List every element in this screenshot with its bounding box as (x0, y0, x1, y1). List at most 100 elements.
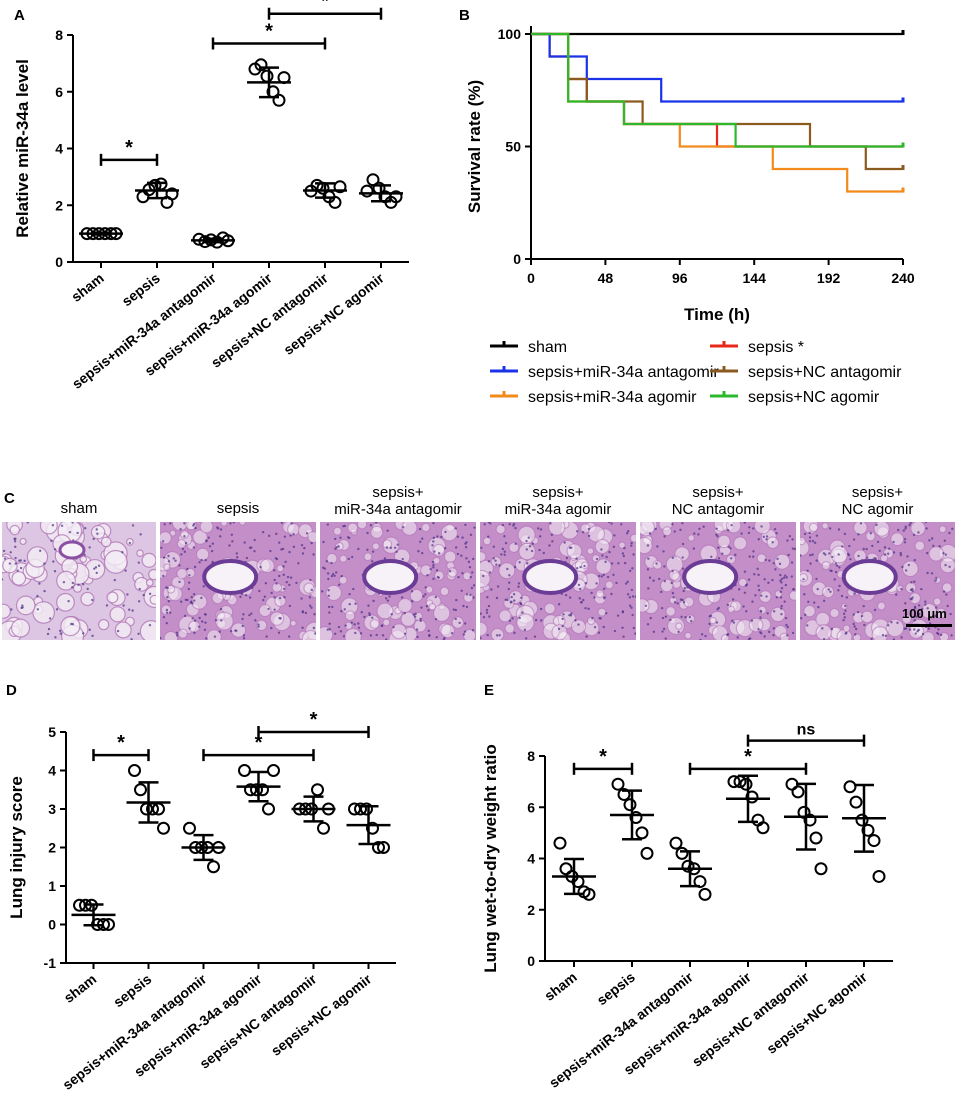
nucleus (262, 598, 265, 602)
nucleus (326, 572, 330, 575)
nucleus (193, 619, 197, 622)
nucleus (498, 634, 501, 637)
nucleus (375, 633, 378, 637)
panel-e-label: E (484, 682, 494, 699)
nucleus (908, 523, 911, 527)
data-point (785, 777, 799, 791)
nucleus (14, 545, 17, 549)
nucleus (604, 560, 607, 564)
nucleus (682, 601, 686, 604)
nucleus (278, 596, 282, 600)
nucleus (289, 576, 293, 579)
nucleus (434, 595, 437, 599)
nucleus (827, 588, 830, 591)
data-point (791, 785, 805, 799)
alveolus (518, 542, 537, 561)
y-tick-label: 0 (55, 254, 63, 270)
nucleus (245, 556, 249, 560)
nucleus (470, 571, 474, 574)
nucleus (844, 604, 847, 608)
data-point (809, 831, 823, 845)
nucleus (628, 604, 632, 607)
nucleus (715, 527, 718, 530)
nucleus (815, 559, 818, 562)
nucleus (838, 584, 841, 588)
nucleus (97, 564, 101, 567)
alveolus (871, 626, 889, 640)
nucleus (591, 616, 594, 620)
nucleus (917, 531, 920, 534)
histology-title-line: sepsis (216, 500, 260, 517)
nucleus (16, 569, 19, 572)
nucleus (454, 546, 458, 549)
nucleus (748, 526, 751, 529)
nucleus (165, 608, 169, 612)
nucleus (503, 550, 506, 553)
nucleus (897, 528, 900, 532)
nucleus (892, 551, 896, 554)
nucleus (366, 531, 369, 535)
alveolus (26, 546, 49, 568)
data-point (377, 841, 390, 854)
nucleus (257, 623, 260, 626)
nucleus (904, 525, 907, 528)
nucleus (843, 532, 847, 536)
data-point (739, 777, 753, 791)
nucleus (187, 587, 190, 591)
nucleus (421, 551, 424, 555)
nucleus (211, 542, 215, 545)
alveolus (890, 532, 905, 547)
tissue-texture (320, 522, 476, 640)
nucleus (926, 607, 929, 610)
nucleus (621, 626, 624, 629)
nucleus (869, 532, 873, 535)
nucleus (512, 522, 516, 526)
nucleus (841, 545, 844, 548)
nucleus (508, 581, 511, 584)
nucleus (786, 625, 789, 629)
nucleus (204, 613, 207, 616)
nucleus (128, 608, 131, 611)
alveolus (259, 558, 275, 574)
nucleus (26, 522, 29, 524)
nucleus (627, 530, 630, 533)
nucleus (930, 537, 934, 540)
alveolus (10, 618, 31, 638)
nucleus (942, 552, 945, 555)
nucleus (239, 595, 242, 599)
data-point (640, 846, 654, 860)
nucleus (337, 625, 341, 629)
nucleus (904, 569, 908, 572)
nucleus (576, 566, 579, 570)
nucleus (597, 631, 601, 634)
nucleus (878, 549, 881, 553)
nucleus (68, 530, 72, 534)
alveolus (939, 557, 955, 574)
nucleus (603, 587, 606, 591)
nucleus (822, 599, 826, 603)
nucleus (334, 537, 337, 541)
nucleus (909, 597, 913, 601)
nucleus (760, 594, 763, 597)
nucleus (934, 579, 937, 582)
nucleus (848, 544, 851, 548)
nucleus (301, 611, 305, 614)
alveolus (717, 534, 731, 549)
nucleus (207, 536, 210, 539)
nucleus (21, 606, 24, 609)
nucleus (838, 566, 841, 569)
nucleus (230, 533, 234, 536)
nucleus (548, 544, 551, 547)
alveolus (732, 536, 748, 551)
nucleus (415, 628, 419, 631)
nucleus (288, 604, 292, 608)
nucleus (587, 527, 591, 531)
x-tick-label: sepsis+NC agomir (280, 269, 387, 357)
panel-b-chart: B 0 50 100 0 48 96 144 192 240 Time (h) Survival r… (460, 7, 915, 406)
nucleus (924, 600, 927, 603)
histology-title-line: miR-34a antagomir (334, 501, 462, 518)
nucleus (822, 638, 826, 640)
nucleus (595, 557, 599, 561)
nucleus (772, 634, 775, 637)
nucleus (574, 619, 577, 622)
